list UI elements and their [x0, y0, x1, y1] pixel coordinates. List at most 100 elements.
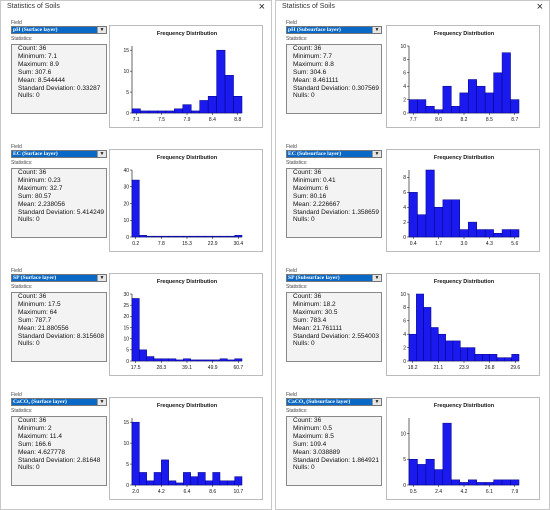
left-panel-3: Field SP (Surface layer) ▼ Statistics: Count… — [5, 263, 267, 385]
chevron-down-icon[interactable]: ▼ — [372, 27, 381, 33]
stat-line: Mean: 21.880556 — [18, 324, 69, 332]
y-tick-label: 10 — [123, 69, 129, 75]
y-tick-label: 10 — [400, 431, 406, 437]
stat-line: Minimum: 0.5 — [293, 424, 333, 432]
x-tick-label: 6.4 — [184, 489, 191, 495]
stat-line: Count: 36 — [18, 293, 47, 300]
x-tick-label: 7.9 — [184, 117, 191, 123]
chevron-down-icon[interactable]: ▼ — [372, 399, 381, 405]
chevron-down-icon[interactable]: ▼ — [97, 275, 106, 281]
chevron-down-icon[interactable]: ▼ — [97, 27, 106, 33]
left-panel-3-field-dropdown[interactable]: SP (Surface layer) ▼ — [11, 274, 107, 282]
histogram-bar — [510, 229, 520, 238]
stat-line: Standard Deviation: 0.307569 — [293, 84, 380, 92]
y-tick-label: 5 — [126, 90, 129, 96]
stat-line: Nulls: 0 — [293, 92, 315, 100]
left-panel-4-field-value: CaCO₃ (Surface layer) — [12, 399, 97, 405]
stat-line: Mean: 21.761111 — [293, 324, 343, 332]
x-tick-label: 18.2 — [408, 365, 418, 371]
histogram-bar — [484, 482, 494, 486]
histogram-bar — [493, 479, 503, 486]
chevron-down-icon[interactable]: ▼ — [372, 275, 381, 281]
right-panel-2-histogram: Frequency Distribution 0 2 4 6 8 0.4 1.7 3.0 4.3 5… — [386, 149, 540, 252]
histogram-bar — [501, 52, 511, 114]
stat-line: Sum: 80.57 — [18, 192, 52, 200]
histogram-bar — [476, 482, 486, 486]
right-panel-1-statistics-label: Statistics: — [286, 36, 308, 42]
right-panel-1-field-dropdown[interactable]: pH (Subsurface layer) ▼ — [286, 26, 382, 34]
x-tick-label: 15.3 — [182, 241, 192, 247]
y-tick-label: 4 — [403, 332, 406, 338]
stat-line: Sum: 109.4 — [293, 440, 327, 448]
y-tick-label: 0 — [403, 235, 406, 241]
histogram-bar — [197, 235, 206, 238]
stat-line: Nulls: 0 — [18, 216, 40, 224]
x-tick-label: 4.3 — [486, 241, 493, 247]
right-panel-3-field-dropdown[interactable]: SP (Subsurface layer) ▼ — [286, 274, 382, 282]
y-tick-label: 25 — [123, 303, 129, 309]
stat-line: Maximum: 6 — [293, 184, 329, 192]
y-tick-label: 10 — [123, 336, 129, 342]
chevron-down-icon[interactable]: ▼ — [372, 151, 381, 157]
x-tick-label: 8.5 — [486, 117, 493, 123]
histogram-bar — [146, 356, 155, 362]
left-panel-3-statistics-label: Statistics: — [11, 284, 33, 290]
stat-line: Nulls: 0 — [18, 92, 40, 100]
x-tick-label: 4.2 — [158, 489, 165, 495]
left-title-bar[interactable]: Statistics of Soils × — [1, 1, 271, 15]
right-panel-4-statistics-label: Statistics: — [286, 408, 308, 414]
chevron-down-icon[interactable]: ▼ — [97, 151, 106, 157]
x-tick-label: 39.1 — [182, 365, 192, 371]
left-panel-4-histogram: Frequency Distribution 0 5 10 15 2.0 4.2 6.4 8.6… — [109, 397, 263, 500]
y-tick-label: 6 — [403, 319, 406, 325]
histogram-bar — [451, 199, 461, 238]
left-window-title: Statistics of Soils — [7, 3, 60, 10]
stat-line: Sum: 783.4 — [293, 316, 327, 324]
left-panel-1-histogram: Frequency Distribution 0 5 10 15 7.1 7.5 7.9 8.4… — [109, 25, 263, 128]
stat-line: Nulls: 0 — [293, 216, 315, 224]
right-panel-3: Field SP (Subsurface layer) ▼ Statistics: Co… — [280, 263, 545, 385]
y-tick-label: 15 — [123, 48, 129, 54]
stat-line: Nulls: 0 — [293, 464, 315, 472]
chevron-down-icon[interactable]: ▼ — [97, 399, 106, 405]
y-tick-label: 10 — [400, 44, 406, 50]
right-close-button[interactable]: × — [536, 1, 543, 13]
histogram-bar — [183, 472, 191, 486]
x-tick-label: 7.5 — [158, 117, 165, 123]
histogram-bar — [467, 347, 476, 362]
right-panel-3-field-label: Field — [286, 268, 297, 274]
histogram-svg: Frequency Distribution 0 5 10 15 20 25 30 17.5 28… — [123, 279, 243, 371]
x-tick-label: 17.5 — [131, 365, 141, 371]
histogram-bar — [161, 459, 169, 486]
histogram-bar — [168, 235, 177, 238]
stat-line: Count: 36 — [18, 45, 47, 52]
stat-line: Maximum: 32.7 — [18, 184, 63, 192]
histogram-bar — [408, 458, 418, 486]
right-panel-2-statistics-box: Count: 36 Minimum: 0.41 Maximum: 6 Sum: 80.… — [286, 168, 382, 238]
histogram-bar — [168, 358, 177, 362]
stat-line: Standard Deviation: 8.315608 — [18, 332, 105, 340]
stat-line: Mean: 3.038889 — [293, 448, 340, 456]
left-panel-1-field-dropdown[interactable]: pH (Surface layer) ▼ — [11, 26, 107, 34]
histogram-bar — [212, 359, 221, 362]
x-tick-label: 7.1 — [133, 117, 140, 123]
right-panel-4-field-dropdown[interactable]: CaCO₃ (Subsurface layer) ▼ — [286, 398, 382, 406]
left-panel-4: Field CaCO₃ (Surface layer) ▼ Statistics: Co… — [5, 387, 267, 509]
left-close-button[interactable]: × — [258, 1, 265, 13]
histogram-bar — [157, 110, 167, 114]
left-statistics-window: Statistics of Soils × Field pH (Surface l… — [0, 0, 272, 510]
right-title-bar[interactable]: Statistics of Soils × — [276, 1, 549, 15]
histogram-bar — [417, 99, 427, 114]
right-panel-2-field-label: Field — [286, 144, 297, 150]
stat-line: Mean: 2.226667 — [293, 200, 340, 208]
histogram-bar — [131, 421, 140, 486]
stat-line: Mean: 2.238056 — [18, 200, 65, 208]
right-panel-2-field-dropdown[interactable]: EC (Subsurface layer) ▼ — [286, 150, 382, 158]
histogram-bar — [131, 298, 140, 362]
x-tick-label: 8.6 — [209, 489, 216, 495]
histogram-bar — [467, 79, 477, 114]
histogram-bar — [148, 110, 158, 114]
histogram-bar — [146, 480, 155, 486]
left-panel-4-field-dropdown[interactable]: CaCO₃ (Surface layer) ▼ — [11, 398, 107, 406]
left-panel-2-field-dropdown[interactable]: EC (Surface layer) ▼ — [11, 150, 107, 158]
